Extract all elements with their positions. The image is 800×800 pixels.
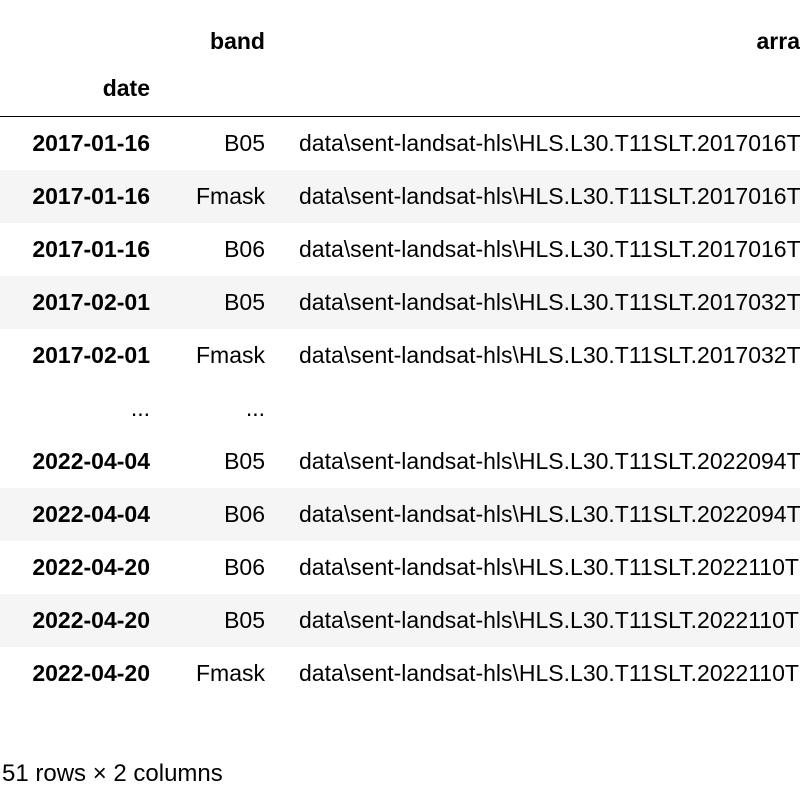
table-header: band arra date [0,0,800,117]
table-row: 2022-04-20 Fmask data\sent-landsat-hls\H… [0,647,800,700]
cell-array: data\sent-landsat-hls\HLS.L30.T11SLT.202… [275,541,800,594]
table-row: 2017-01-16 B06 data\sent-landsat-hls\HLS… [0,223,800,276]
cell-band: Fmask [160,170,275,223]
row-index: 2022-04-04 [0,435,160,488]
dataframe-table: band arra date 2017-01-16 B05 data\sent-… [0,0,800,700]
table-body: 2017-01-16 B05 data\sent-landsat-hls\HLS… [0,117,800,701]
cell-array: data\sent-landsat-hls\HLS.L30.T11SLT.202… [275,647,800,700]
table-shape-footer: 51 rows × 2 columns [0,760,223,788]
row-index: 2017-01-16 [0,170,160,223]
table-row: 2022-04-20 B05 data\sent-landsat-hls\HLS… [0,594,800,647]
row-index: 2022-04-20 [0,647,160,700]
row-index: 2017-01-16 [0,223,160,276]
cell-band: B05 [160,117,275,171]
table-row: 2022-04-20 B06 data\sent-landsat-hls\HLS… [0,541,800,594]
cell-band: B05 [160,594,275,647]
cell-array: data\sent-landsat-hls\HLS.L30.T11SLT.201… [275,223,800,276]
cell-band: B05 [160,435,275,488]
cell-array: data\sent-landsat-hls\HLS.L30.T11SLT.201… [275,117,800,171]
cell-band: B06 [160,223,275,276]
row-index: 2022-04-04 [0,488,160,541]
cell-array: data\sent-landsat-hls\HLS.L30.T11SLT.202… [275,488,800,541]
table-row: 2017-02-01 Fmask data\sent-landsat-hls\H… [0,329,800,382]
row-index: 2022-04-20 [0,594,160,647]
cell-array: data\sent-landsat-hls\HLS.L30.T11SLT.201… [275,170,800,223]
cell-array: data\sent-landsat-hls\HLS.L30.T11SLT.201… [275,276,800,329]
row-index: 2022-04-20 [0,541,160,594]
table-row: 2022-04-04 B05 data\sent-landsat-hls\HLS… [0,435,800,488]
cell-band: Fmask [160,329,275,382]
index-name: date [0,61,160,117]
table-row: 2017-01-16 Fmask data\sent-landsat-hls\H… [0,170,800,223]
table-row: 2022-04-04 B06 data\sent-landsat-hls\HLS… [0,488,800,541]
cell-band: B06 [160,488,275,541]
header-blank-2 [160,61,275,117]
row-index: 2017-02-01 [0,329,160,382]
table-row: 2017-02-01 B05 data\sent-landsat-hls\HLS… [0,276,800,329]
cell-array: data\sent-landsat-hls\HLS.L30.T11SLT.202… [275,435,800,488]
cell-array: data\sent-landsat-hls\HLS.L30.T11SLT.202… [275,594,800,647]
table-row: 2017-01-16 B05 data\sent-landsat-hls\HLS… [0,117,800,171]
header-blank [0,0,160,61]
cell-band: Fmask [160,647,275,700]
header-band: band [160,0,275,61]
row-index: 2017-02-01 [0,276,160,329]
table-ellipsis-row: ... ... [0,382,800,435]
ellipsis-array [275,382,800,435]
row-index: 2017-01-16 [0,117,160,171]
cell-band: B06 [160,541,275,594]
ellipsis-index: ... [0,382,160,435]
header-array: arra [275,0,800,61]
cell-band: B05 [160,276,275,329]
cell-array: data\sent-landsat-hls\HLS.L30.T11SLT.201… [275,329,800,382]
ellipsis-band: ... [160,382,275,435]
header-blank-3 [275,61,800,117]
